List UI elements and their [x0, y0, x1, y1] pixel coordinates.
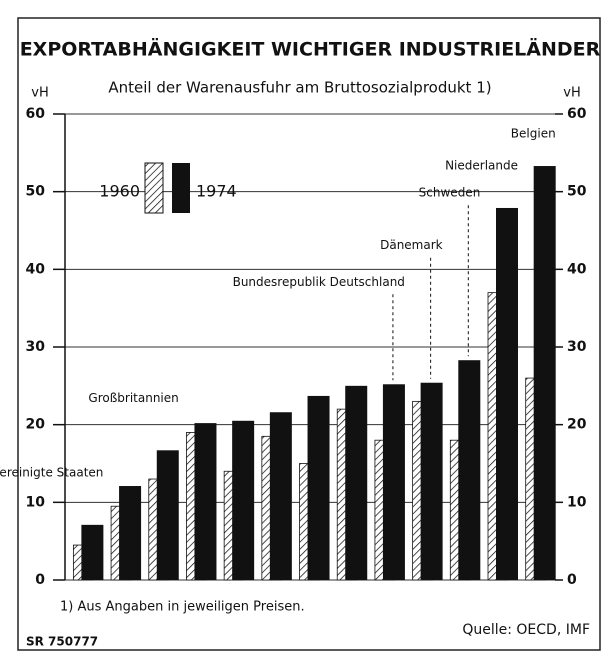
bar [496, 207, 518, 580]
source: Quelle: OECD, IMF [462, 622, 590, 638]
bar [194, 423, 217, 580]
y-tick-label: 50 [26, 184, 46, 200]
legend-swatch [172, 163, 190, 213]
legend-label: 1974 [196, 182, 237, 201]
y2-axis-label: vH [563, 86, 580, 101]
category-label: Vereinigte Staaten [0, 465, 103, 479]
y-tick-label: 0 [35, 572, 45, 588]
bar [345, 385, 368, 580]
category-label: Dänemark [380, 238, 443, 252]
category-label: Bundesrepublik Deutschland [233, 275, 405, 289]
code: SR 750777 [26, 635, 98, 649]
bar [382, 384, 405, 580]
y2-tick-label: 10 [567, 494, 587, 510]
y2-tick-label: 40 [567, 261, 587, 277]
y-tick-label: 10 [26, 494, 46, 510]
y-tick-label: 60 [26, 106, 46, 122]
y2-tick-label: 20 [567, 417, 587, 433]
y-tick-label: 20 [26, 417, 46, 433]
bar [269, 412, 292, 580]
bar [232, 420, 255, 580]
y-axis-label: vH [31, 86, 48, 101]
category-label: Großbritannien [88, 391, 178, 405]
y2-tick-label: 50 [567, 184, 587, 200]
bar [119, 486, 142, 580]
frame [17, 17, 601, 651]
bar [307, 395, 330, 580]
y2-tick-label: 0 [567, 572, 577, 588]
legend-label: 1960 [99, 182, 140, 201]
category-label: Belgien [511, 127, 556, 141]
chart-title: EXPORTABHÄNGIGKEIT WICHTIGER INDUSTRIELÄ… [20, 37, 601, 61]
category-label: Niederlande [445, 158, 518, 172]
category-label: Schweden [419, 186, 481, 200]
bar [420, 382, 443, 580]
bar [458, 360, 481, 580]
legend-swatch [144, 162, 164, 214]
footnote: 1) Aus Angaben in jeweiligen Preisen. [60, 600, 305, 615]
bar [533, 166, 556, 580]
y2-tick-label: 30 [567, 339, 587, 355]
bar [81, 524, 104, 580]
bar [156, 450, 179, 580]
y-tick-label: 30 [26, 339, 46, 355]
chart-subtitle: Anteil der Warenausfuhr am Bruttosozialp… [108, 79, 491, 97]
y-tick-label: 40 [26, 261, 46, 277]
y2-tick-label: 60 [567, 106, 587, 122]
